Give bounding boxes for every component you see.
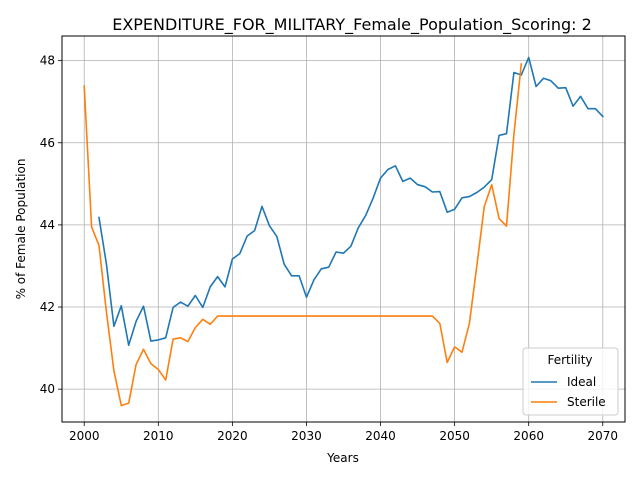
series-line-ideal [98, 56, 604, 347]
y-tick-label: 42 [40, 300, 55, 314]
x-tick-label: 2060 [513, 429, 544, 443]
y-tick-label: 48 [40, 54, 55, 68]
x-tick-label: 2050 [439, 429, 470, 443]
legend: Fertility Ideal Sterile [522, 347, 619, 416]
legend-label-ideal: Ideal [567, 375, 596, 389]
y-axis-label: % of Female Population [14, 159, 28, 300]
y-axis: 40 42 44 46 48 [40, 54, 62, 396]
x-axis-label: Years [326, 451, 359, 465]
x-tick-label: 2070 [588, 429, 619, 443]
y-tick-label: 46 [40, 136, 55, 150]
grid-lines [62, 36, 625, 422]
legend-label-sterile: Sterile [567, 395, 606, 409]
y-tick-label: 40 [40, 382, 55, 396]
x-tick-label: 2020 [217, 429, 248, 443]
chart-title: EXPENDITURE_FOR_MILITARY_Female_Populati… [112, 15, 592, 35]
plot-area-frame [61, 35, 626, 423]
x-axis: 2000 2010 2020 2030 2040 2050 2060 2070 [69, 422, 618, 443]
legend-box [522, 347, 619, 416]
legend-title: Fertility [547, 353, 592, 367]
x-tick-label: 2000 [69, 429, 100, 443]
series-lines [83, 56, 604, 407]
y-tick-label: 44 [40, 218, 55, 232]
x-tick-label: 2040 [365, 429, 396, 443]
series-line-sterile [83, 63, 523, 407]
x-tick-label: 2030 [291, 429, 322, 443]
x-tick-label: 2010 [143, 429, 174, 443]
